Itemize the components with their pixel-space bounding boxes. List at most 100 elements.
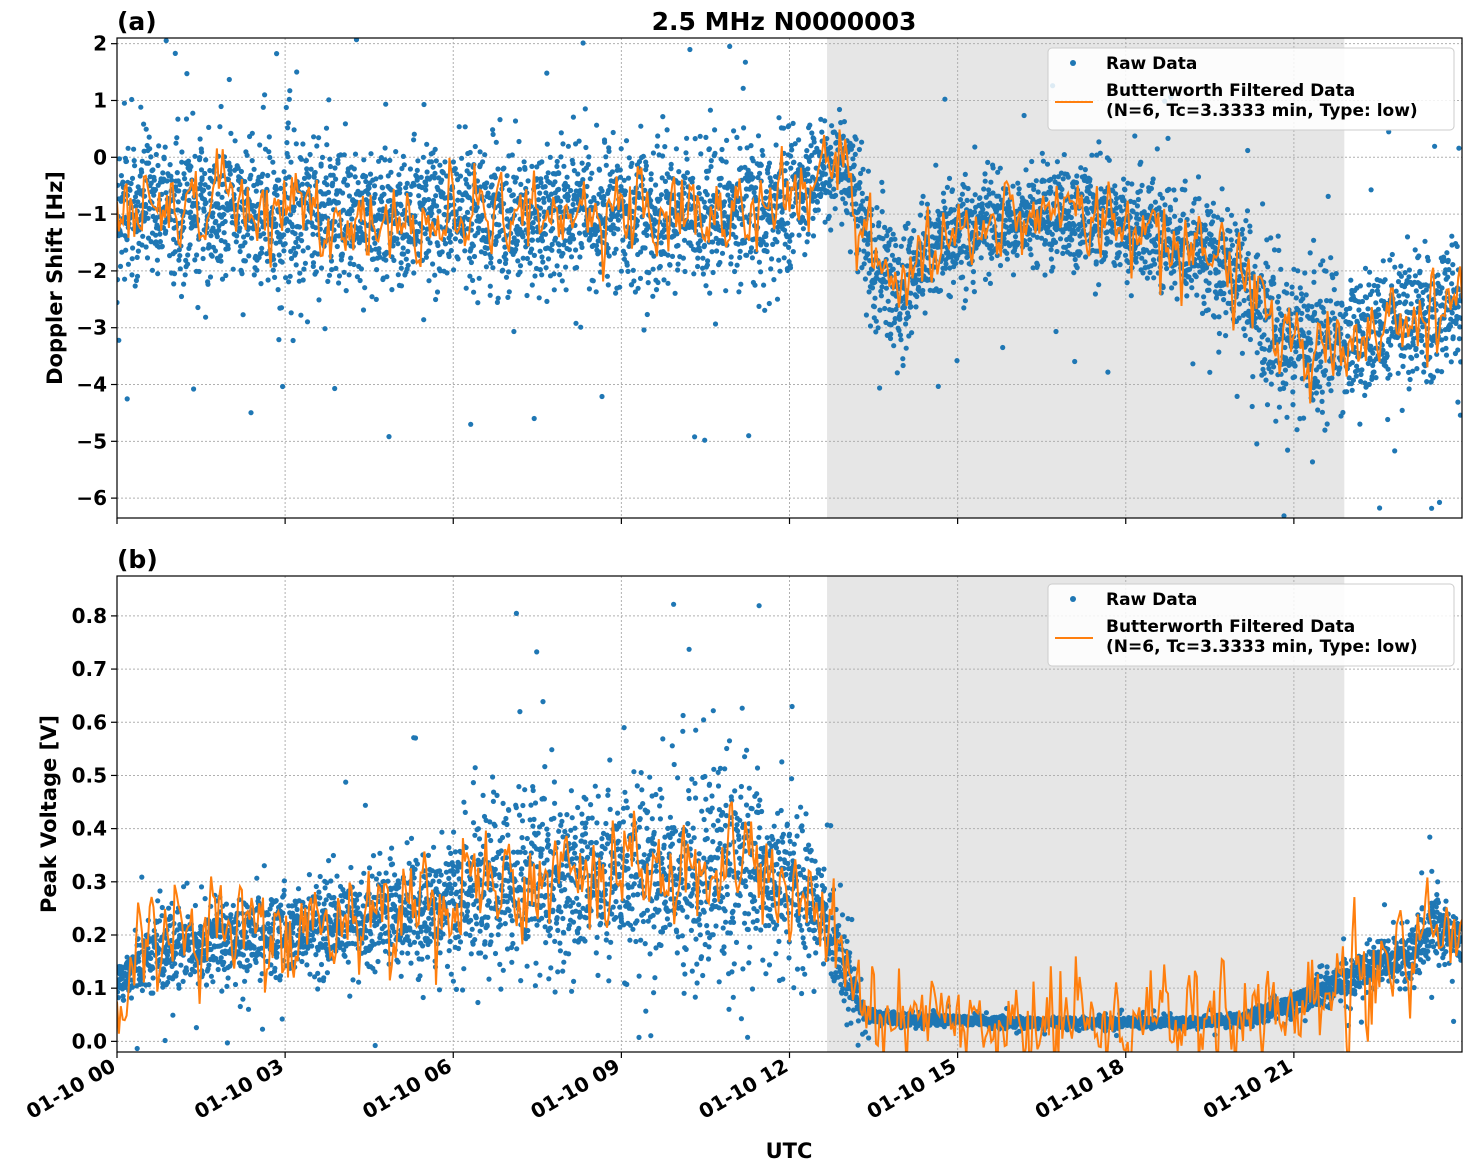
raw-data-point (982, 171, 988, 177)
raw-data-point (1323, 268, 1329, 274)
raw-data-point (1256, 327, 1262, 333)
raw-data-point (430, 164, 436, 170)
raw-data-point (701, 199, 707, 205)
raw-data-point (583, 144, 589, 151)
raw-data-point (865, 251, 871, 257)
raw-data-point (423, 187, 429, 193)
raw-data-point (466, 255, 473, 261)
raw-data-point (371, 183, 378, 189)
raw-data-point (174, 135, 180, 141)
raw-data-point (664, 127, 670, 133)
raw-data-point (987, 280, 994, 286)
raw-data-point (666, 174, 672, 180)
raw-data-point (675, 261, 681, 267)
raw-data-point (554, 158, 560, 165)
raw-data-point (961, 305, 967, 311)
raw-data-point (1140, 270, 1146, 276)
raw-data-point (625, 175, 632, 181)
raw-data-point (1201, 300, 1207, 306)
raw-data-point (785, 220, 791, 226)
raw-data-point (1096, 282, 1102, 288)
raw-data-point (724, 214, 731, 220)
raw-data-point (1262, 357, 1268, 363)
raw-data-point (321, 202, 327, 209)
raw-data-point (708, 164, 714, 170)
raw-data-point (373, 296, 379, 302)
raw-data-point (1345, 333, 1351, 339)
raw-data-point (1021, 112, 1027, 119)
raw-data-point (516, 138, 522, 145)
raw-data-point (736, 289, 742, 295)
raw-data-point (752, 282, 758, 288)
raw-data-point (606, 253, 612, 259)
raw-data-point (652, 205, 658, 211)
raw-data-point (129, 96, 135, 103)
raw-data-point (774, 296, 781, 302)
raw-data-point (459, 155, 465, 161)
raw-data-point (357, 277, 363, 284)
raw-data-point (570, 114, 577, 120)
raw-data-point (490, 265, 496, 271)
raw-data-point (448, 247, 454, 254)
raw-data-point (1202, 222, 1208, 228)
raw-data-point (697, 238, 704, 244)
raw-data-point (960, 274, 966, 280)
raw-data-point (630, 267, 636, 273)
raw-data-point (1322, 368, 1329, 374)
raw-data-point (1247, 336, 1253, 343)
raw-data-point (529, 282, 535, 288)
raw-data-point (1012, 234, 1019, 240)
raw-data-point (697, 248, 703, 254)
raw-data-point (860, 198, 866, 204)
raw-data-point (771, 277, 777, 283)
raw-data-point (1249, 403, 1255, 410)
raw-data-point (273, 221, 279, 227)
raw-data-point (1166, 186, 1172, 192)
raw-data-point (139, 242, 145, 248)
raw-data-point (777, 193, 783, 200)
raw-data-point (728, 261, 734, 267)
raw-data-point (238, 168, 244, 175)
raw-data-point (1308, 347, 1314, 353)
raw-data-point (1010, 183, 1016, 189)
raw-data-point (1000, 344, 1006, 351)
raw-data-point (867, 323, 874, 329)
raw-data-point (777, 189, 784, 195)
raw-data-point (957, 232, 963, 238)
raw-data-point (172, 249, 178, 255)
raw-data-point (291, 204, 297, 210)
raw-data-point (1194, 292, 1200, 298)
raw-data-point (1014, 252, 1020, 258)
raw-data-point (1027, 237, 1033, 243)
raw-data-point (1225, 206, 1231, 213)
raw-data-point (621, 177, 627, 183)
raw-data-point (185, 158, 192, 164)
raw-data-point (1148, 185, 1154, 192)
raw-data-point (411, 182, 417, 188)
raw-data-point (517, 166, 523, 172)
raw-data-point (856, 146, 863, 153)
raw-data-point (138, 104, 144, 110)
raw-data-point (432, 272, 438, 278)
raw-data-point (161, 156, 167, 162)
raw-data-point (695, 263, 701, 270)
raw-data-point (1070, 184, 1076, 190)
raw-data-point (1128, 293, 1134, 299)
raw-data-point (1319, 409, 1325, 415)
raw-data-point (273, 240, 279, 246)
raw-data-point (179, 149, 185, 155)
raw-data-point (373, 176, 379, 182)
raw-data-point (1216, 330, 1222, 337)
raw-data-point (1085, 210, 1091, 216)
raw-data-point (286, 96, 292, 102)
raw-data-point (228, 130, 234, 136)
raw-data-point (452, 236, 458, 242)
raw-data-point (1134, 221, 1140, 227)
raw-data-point (947, 265, 953, 271)
raw-data-point (916, 267, 922, 273)
raw-data-point (707, 290, 713, 296)
raw-data-point (487, 283, 493, 289)
raw-data-point (661, 227, 667, 233)
raw-data-point (1221, 290, 1227, 297)
raw-data-point (879, 209, 885, 215)
